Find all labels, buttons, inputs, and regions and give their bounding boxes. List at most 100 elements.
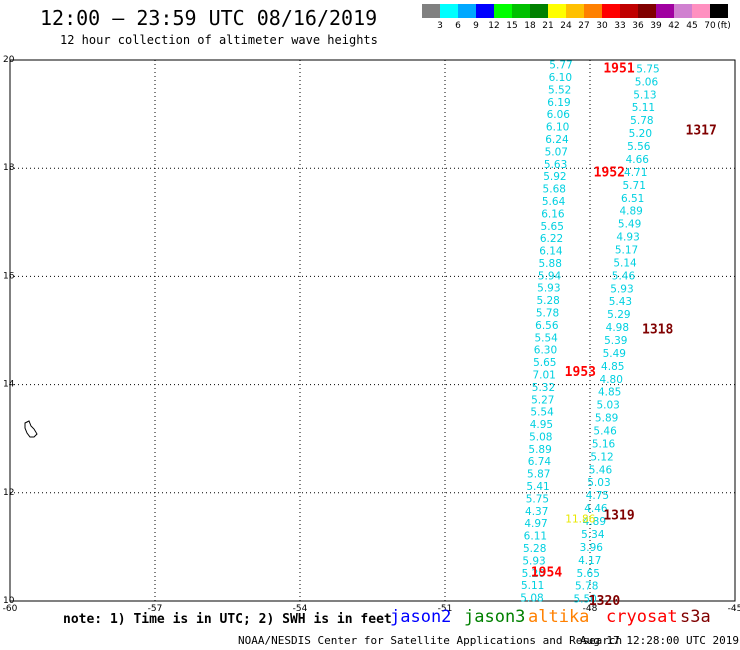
satellite-legend-altika: altika — [528, 607, 590, 627]
timestamp: Aug 17 12:28:00 UTC 2019 — [580, 634, 739, 647]
colorbar-swatch — [548, 4, 566, 18]
lat-tick-label: 18 — [3, 163, 15, 173]
colorbar-label: 9 — [473, 21, 479, 31]
colorbar-swatch — [530, 4, 548, 18]
colorbar-swatch — [566, 4, 584, 18]
graticule — [10, 60, 735, 601]
wave-height-value: 4.95 — [530, 419, 553, 431]
wave-height-value: 5.20 — [629, 128, 652, 140]
wave-height-value: 5.46 — [593, 426, 617, 438]
wave-height-value: 5.08 — [520, 593, 543, 605]
satellite-legend-jason3: jason3 — [464, 607, 526, 627]
pass-time-label: 1317 — [686, 123, 717, 138]
colorbar-label: 6 — [455, 21, 461, 31]
lon-tick-label: -48 — [583, 604, 598, 614]
wave-height-value: 5.03 — [587, 477, 610, 489]
wave-height-value: 5.29 — [607, 309, 630, 321]
colorbar-label: 27 — [578, 21, 589, 31]
wave-height-value: 5.78 — [575, 581, 598, 593]
wave-height-value: 5.27 — [531, 394, 554, 406]
wave-height-value: 5.93 — [610, 283, 633, 295]
wave-height-value: 5.87 — [527, 469, 550, 481]
lat-tick-label: 20 — [3, 55, 15, 65]
wave-height-value: 5.49 — [603, 348, 626, 360]
wave-height-value: 5.75 — [526, 493, 549, 505]
wave-height-value: 5.20 — [522, 568, 545, 580]
colorbar-label: 18 — [524, 21, 536, 31]
wave-height-value: 4.37 — [525, 506, 548, 518]
wave-height-value: 5.16 — [592, 438, 616, 450]
lon-tick-label: -54 — [293, 604, 308, 614]
wave-height-value: 6.22 — [540, 233, 563, 245]
pass-time-label: 1951 — [603, 62, 634, 77]
lat-tick-label: 12 — [3, 488, 14, 498]
wave-height-value: 5.08 — [529, 431, 552, 443]
pass-time-label: 1319 — [603, 509, 634, 524]
lat-tick-label: 10 — [3, 596, 15, 606]
pass-time-label: 1320 — [589, 594, 620, 609]
wave-height-value: 6.10 — [546, 122, 569, 134]
wave-height-value: 5.32 — [532, 382, 555, 394]
pass-time-label: 1953 — [565, 365, 596, 380]
page-subtitle: 12 hour collection of altimeter wave hei… — [60, 33, 378, 47]
wave-height-value: 5.54 — [530, 407, 554, 419]
wave-height-value: 5.71 — [623, 180, 646, 192]
wave-height-value: 5.68 — [543, 184, 566, 196]
colorbar-swatch — [494, 4, 512, 18]
colorbar-label: 42 — [668, 21, 679, 31]
colorbar-label: 12 — [488, 21, 499, 31]
wave-height-value: 5.93 — [537, 283, 560, 295]
wave-height-value: 5.49 — [618, 219, 641, 231]
colorbar-swatch — [638, 4, 656, 18]
wave-height-value: 5.63 — [544, 159, 567, 171]
wave-height-value: 5.65 — [541, 221, 564, 233]
wave-height-value: 5.93 — [522, 555, 545, 567]
wave-height-value: 5.46 — [589, 464, 613, 476]
colorbar-label: 33 — [614, 21, 625, 31]
wave-height-value: 6.24 — [545, 134, 569, 146]
pass-time-label: 1954 — [531, 565, 562, 580]
colorbar-swatch — [440, 4, 458, 18]
colorbar-swatch — [656, 4, 674, 18]
wave-height-value: 4.71 — [624, 167, 647, 179]
colorbar-legend: 3 6 9 12 15 18 21 24 27 30 33 36 39 42 45 70 (ft) — [422, 4, 731, 31]
lon-tick-label: -51 — [438, 604, 453, 614]
pass-time-label: 1952 — [594, 166, 625, 181]
colorbar-swatch — [458, 4, 476, 18]
colorbar-label: 24 — [560, 21, 572, 31]
colorbar-label: 3 — [437, 21, 443, 31]
wave-height-value: 5.14 — [613, 257, 637, 269]
wave-height-value: 5.52 — [548, 84, 571, 96]
colorbar-label: 45 — [686, 21, 697, 31]
wave-height-value-high: 11.86 — [565, 514, 595, 526]
wave-height-value: 6.51 — [621, 193, 644, 205]
wave-height-value: 5.46 — [612, 270, 636, 282]
wave-height-value: 4.93 — [616, 232, 639, 244]
wave-height-value: 5.41 — [526, 481, 549, 493]
wave-height-value: 4.89 — [583, 516, 606, 528]
wave-height-value: 4.85 — [598, 387, 621, 399]
lon-tick-label: -57 — [148, 604, 163, 614]
lat-tick-label: 14 — [3, 380, 15, 390]
wave-height-value: 5.77 — [549, 60, 572, 72]
wave-height-value: 4.85 — [601, 361, 624, 373]
wave-height-value: 6.30 — [534, 345, 557, 357]
footer-note: note: 1) Time is in UTC; 2) SWH is in fe… — [63, 612, 392, 627]
satellite-legend-cryosat: cryosat — [606, 607, 678, 627]
satellite-legend-jason2: jason2 — [390, 607, 452, 627]
wave-height-value: 4.80 — [600, 374, 623, 386]
wave-height-value: 3.96 — [580, 542, 604, 554]
wave-height-value: 6.14 — [539, 246, 563, 258]
time-labels: 1951 1952 1953 1954 1317 1318 1319 1320 — [531, 62, 717, 609]
altimeter-tracks: 5.776.105.526.196.066.106.245.075.635.92… — [520, 60, 659, 606]
colorbar-swatch — [620, 4, 638, 18]
wave-height-value: 4.98 — [606, 322, 629, 334]
colorbar-swatch — [512, 4, 530, 18]
lat-tick-label: 16 — [3, 271, 15, 281]
colorbar-swatch — [584, 4, 602, 18]
colorbar-swatch — [602, 4, 620, 18]
wave-height-value: 5.88 — [539, 258, 562, 270]
wave-height-value: 6.19 — [547, 97, 570, 109]
colorbar-label: 39 — [650, 21, 662, 31]
